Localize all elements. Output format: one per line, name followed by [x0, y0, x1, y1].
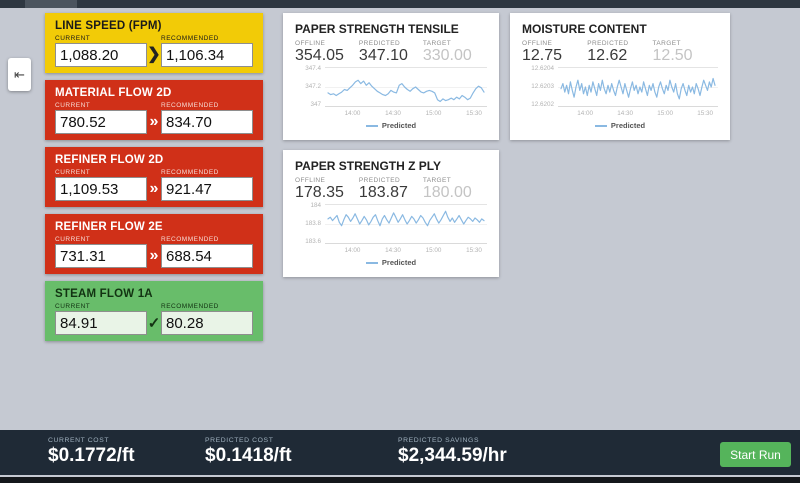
legend-line-swatch — [594, 124, 607, 127]
line-chart — [558, 67, 718, 107]
current-value-field[interactable]: 780.52 — [55, 110, 147, 134]
target-label: TARGET — [422, 40, 452, 47]
target-label: TARGET — [422, 177, 452, 184]
panel-paper-strength-z-ply: PAPER STRENGTH Z PLY OFFLINE 178.35 PREDI… — [283, 150, 499, 277]
double-chevron-right-icon: » — [149, 247, 159, 264]
predicted-savings-value: $2,344.59/hr — [398, 445, 507, 466]
recommended-label: RECOMMENDED — [161, 102, 219, 109]
recommended-label: RECOMMENDED — [161, 303, 219, 310]
window-bottom-edge — [0, 477, 800, 483]
chart-legend: Predicted — [295, 121, 487, 130]
line-chart — [325, 67, 487, 107]
card-steam-flow-1a: STEAM FLOW 1A CURRENT 84.91 ✓ RECOMMENDE… — [45, 281, 263, 341]
current-value-field[interactable]: 731.31 — [55, 244, 147, 268]
x-axis-labels: 14:00 14:30 15:00 15:30 — [577, 110, 714, 117]
x-axis-labels: 14:00 14:30 15:00 15:30 — [344, 110, 482, 117]
recommended-value-field[interactable]: 688.54 — [161, 244, 253, 268]
current-label: CURRENT — [55, 169, 91, 176]
chevron-right-icon: ❯ — [147, 46, 161, 63]
recommended-value-field[interactable]: 1,106.34 — [161, 43, 253, 67]
double-chevron-right-icon: » — [149, 180, 159, 197]
y-axis-labels: 347.4 347.2 347 — [305, 65, 321, 108]
offline-label: OFFLINE — [295, 40, 326, 47]
recommended-label: RECOMMENDED — [161, 169, 219, 176]
predicted-value: 347.10 — [358, 47, 408, 64]
y-axis-labels: 184 183.8 183.6 — [305, 202, 321, 245]
window-top-edge — [0, 0, 800, 8]
target-value: 180.00 — [422, 184, 472, 201]
panel-title: PAPER STRENGTH TENSILE — [295, 22, 459, 36]
recommended-label: RECOMMENDED — [161, 236, 219, 243]
predicted-value: 183.87 — [358, 184, 408, 201]
current-label: CURRENT — [55, 236, 91, 243]
y-axis-labels: 12.6204 12.6203 12.6202 — [531, 65, 554, 108]
card-material-flow-2d: MATERIAL FLOW 2D CURRENT 780.52 » RECOMM… — [45, 80, 263, 140]
card-title: STEAM FLOW 1A — [55, 288, 153, 300]
panel-title: MOISTURE CONTENT — [522, 22, 647, 36]
legend-line-swatch — [365, 261, 378, 264]
sidebar-collapse-button[interactable]: ⇤ — [8, 58, 31, 91]
card-title: REFINER FLOW 2D — [55, 154, 164, 166]
card-title: MATERIAL FLOW 2D — [55, 87, 172, 99]
offline-label: OFFLINE — [522, 40, 553, 47]
predicted-cost-value: $0.1418/ft — [205, 445, 292, 466]
control-card-list: LINE SPEED (FPM) CURRENT 1,088.20 ❯ RECO… — [45, 13, 263, 348]
current-value-field[interactable]: 1,088.20 — [55, 43, 147, 67]
target-value: 330.00 — [422, 47, 472, 64]
current-label: CURRENT — [55, 35, 91, 42]
current-cost-value: $0.1772/ft — [48, 445, 135, 466]
checkmark-icon: ✓ — [147, 315, 161, 332]
predicted-savings-label: PREDICTED SAVINGS — [398, 437, 480, 444]
start-run-button[interactable]: Start Run — [720, 442, 791, 467]
cost-summary-bar: CURRENT COST $0.1772/ft PREDICTED COST $… — [0, 430, 800, 475]
legend-label: Predicted — [381, 121, 417, 130]
predicted-label: PREDICTED — [587, 40, 629, 47]
current-value-field[interactable]: 84.91 — [55, 311, 147, 335]
predicted-savings: PREDICTED SAVINGS $2,344.59/hr — [398, 437, 507, 467]
chart-legend: Predicted — [295, 258, 487, 267]
current-cost: CURRENT COST $0.1772/ft — [48, 437, 135, 467]
card-line-speed: LINE SPEED (FPM) CURRENT 1,088.20 ❯ RECO… — [45, 13, 263, 73]
card-refiner-flow-2d: REFINER FLOW 2D CURRENT 1,109.53 » RECOM… — [45, 147, 263, 207]
panel-title: PAPER STRENGTH Z PLY — [295, 159, 442, 173]
panel-moisture-content: MOISTURE CONTENT OFFLINE 12.75 PREDICTED 1… — [510, 13, 730, 140]
card-title: REFINER FLOW 2E — [55, 221, 163, 233]
predicted-cost-label: PREDICTED COST — [205, 437, 274, 444]
predicted-label: PREDICTED — [358, 177, 401, 184]
recommended-value-field[interactable]: 921.47 — [161, 177, 253, 201]
target-label: TARGET — [652, 40, 681, 47]
recommended-label: RECOMMENDED — [161, 35, 219, 42]
current-label: CURRENT — [55, 303, 91, 310]
current-cost-label: CURRENT COST — [48, 437, 110, 444]
panel-paper-strength-tensile: PAPER STRENGTH TENSILE OFFLINE 354.05 PRE… — [283, 13, 499, 140]
collapse-left-icon: ⇤ — [14, 66, 25, 82]
double-chevron-right-icon: » — [149, 113, 159, 130]
card-refiner-flow-2e: REFINER FLOW 2E CURRENT 731.31 » RECOMME… — [45, 214, 263, 274]
target-value: 12.50 — [652, 47, 693, 64]
predicted-value: 12.62 — [587, 47, 628, 64]
recommended-value-field[interactable]: 834.70 — [161, 110, 253, 134]
offline-value: 178.35 — [295, 184, 344, 201]
x-axis-labels: 14:00 14:30 15:00 15:30 — [344, 247, 482, 254]
legend-label: Predicted — [610, 121, 646, 130]
predicted-cost: PREDICTED COST $0.1418/ft — [205, 437, 292, 467]
line-chart — [325, 204, 487, 244]
legend-label: Predicted — [381, 258, 417, 267]
predicted-label: PREDICTED — [358, 40, 401, 47]
current-label: CURRENT — [55, 102, 91, 109]
offline-value: 12.75 — [522, 47, 563, 64]
offline-label: OFFLINE — [295, 177, 326, 184]
card-title: LINE SPEED (FPM) — [55, 20, 162, 32]
window-tab-segment — [25, 0, 77, 8]
current-value-field[interactable]: 1,109.53 — [55, 177, 147, 201]
offline-value: 354.05 — [295, 47, 344, 64]
legend-line-swatch — [365, 124, 378, 127]
recommended-value-field[interactable]: 80.28 — [161, 311, 253, 335]
chart-legend: Predicted — [522, 121, 718, 130]
